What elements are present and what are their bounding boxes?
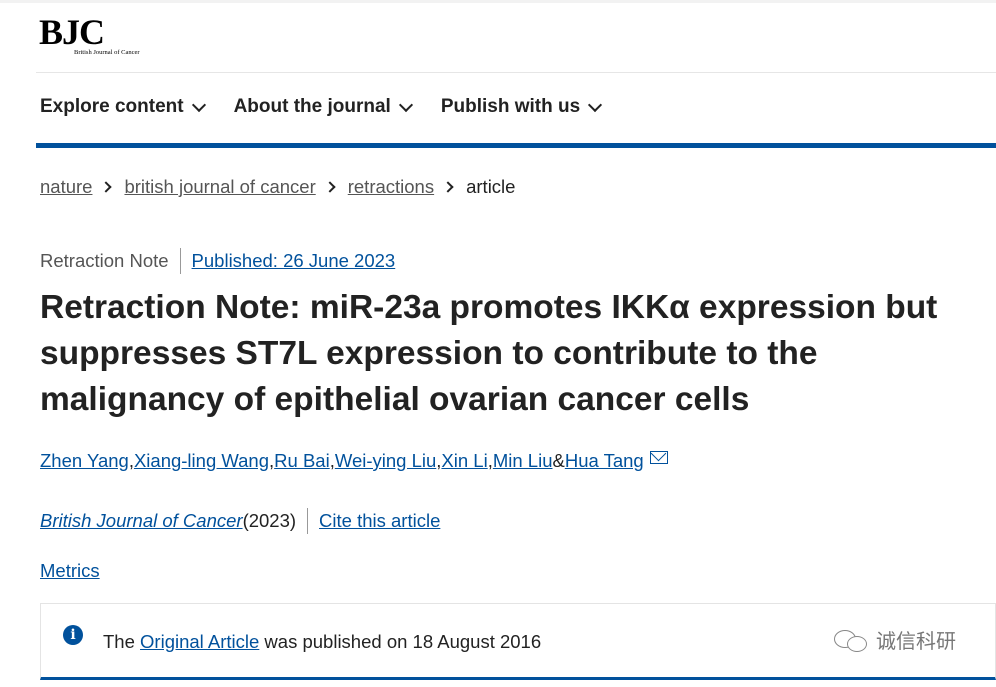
author-link[interactable]: Hua Tang — [564, 450, 644, 471]
author-separator: , — [487, 450, 493, 471]
chevron-down-icon — [588, 97, 603, 112]
author-link[interactable]: Wei-ying Liu — [334, 450, 437, 471]
breadcrumb-nature[interactable]: nature — [40, 176, 93, 197]
logo-mark: BJC — [39, 12, 105, 52]
logo-subtitle: British Journal of Cancer — [74, 49, 140, 56]
nav-explore-content[interactable]: Explore content — [40, 96, 206, 118]
author-separator: , — [128, 450, 134, 471]
journal-link[interactable]: British Journal of Cancer — [40, 510, 243, 532]
chevron-right-icon — [100, 181, 113, 193]
wechat-icon — [834, 628, 870, 652]
chevron-right-icon — [442, 181, 454, 193]
notice-prefix: The — [103, 631, 141, 652]
breadcrumb-current: article — [466, 176, 516, 197]
info-icon: i — [63, 625, 83, 645]
breadcrumb-retractions[interactable]: retractions — [347, 176, 435, 197]
nav-about-journal[interactable]: About the journal — [233, 96, 413, 118]
author-separator: , — [329, 450, 335, 471]
cite-article-link[interactable]: Cite this article — [319, 510, 441, 531]
author-separator: , — [269, 450, 275, 471]
notice-text: The Original Article was published on 18… — [103, 631, 541, 653]
chevron-down-icon — [398, 97, 413, 112]
email-icon[interactable] — [649, 450, 668, 464]
top-strip — [0, 0, 996, 3]
journal-name: British Journal of Cancer — [40, 510, 243, 531]
watermark-text: 诚信科研 — [876, 629, 956, 653]
author-link[interactable]: Xiang-ling Wang — [133, 450, 270, 471]
publication-year: (2023) — [242, 510, 297, 531]
article-meta: Retraction Note Published: 26 June 2023 — [40, 248, 395, 274]
author-and: & — [552, 450, 565, 471]
nav-accent-bar — [36, 143, 996, 148]
header-divider — [36, 72, 996, 73]
nav-label: About the journal — [233, 96, 391, 117]
chevron-right-icon — [324, 181, 336, 193]
author-link[interactable]: Ru Bai — [274, 450, 330, 471]
nav-label: Publish with us — [440, 96, 581, 117]
nav-publish-with-us[interactable]: Publish with us — [440, 96, 603, 118]
author-link[interactable]: Zhen Yang — [40, 450, 129, 471]
breadcrumb: nature british journal of cancer retract… — [40, 176, 515, 198]
watermark: 诚信科研 — [834, 625, 956, 654]
author-link[interactable]: Xin Li — [441, 450, 488, 471]
article-title: Retraction Note: miR-23a promotes IKKα e… — [40, 289, 938, 418]
divider — [307, 508, 309, 534]
original-article-link[interactable]: Original Article — [140, 631, 260, 652]
nav-label: Explore content — [40, 96, 184, 117]
published-date-link[interactable]: Published: 26 June 2023 — [191, 250, 396, 271]
main-nav: Explore content About the journal Publis… — [40, 96, 630, 118]
chevron-down-icon — [191, 97, 206, 112]
journal-citation: British Journal of Cancer (2023) Cite th… — [40, 508, 440, 534]
notice-suffix: was published on 18 August 2016 — [259, 631, 542, 652]
divider — [179, 248, 181, 274]
breadcrumb-journal[interactable]: british journal of cancer — [124, 176, 316, 197]
journal-logo[interactable]: BJC British Journal of Cancer — [39, 12, 140, 56]
author-link[interactable]: Min Liu — [492, 450, 553, 471]
author-separator: , — [436, 450, 442, 471]
article-type: Retraction Note — [40, 250, 169, 271]
author-list: Zhen Yang, Xiang-ling Wang, Ru Bai, Wei-… — [40, 450, 668, 472]
metrics-link[interactable]: Metrics — [40, 560, 100, 581]
